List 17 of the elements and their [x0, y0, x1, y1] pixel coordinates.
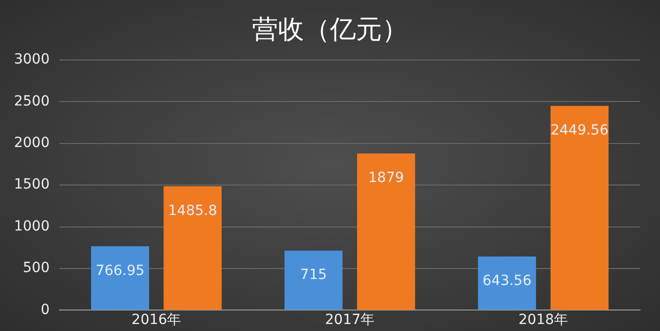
chart-title: 营收（亿元） [251, 14, 409, 47]
data-label: 1879 [368, 170, 404, 186]
y-tick-label: 2000 [14, 135, 50, 152]
y-tick-label: 500 [22, 260, 50, 276]
y-tick-label: 1000 [14, 218, 50, 234]
x-tick-label: 2016年 [132, 312, 182, 328]
data-label: 643.56 [482, 273, 532, 290]
y-tick-label: 1500 [14, 176, 50, 193]
data-label: 1485.8 [168, 202, 218, 219]
x-tick-label: 2017年 [324, 312, 375, 328]
x-tick-label: 2018年 [518, 312, 568, 328]
y-tick-label: 2500 [14, 93, 50, 110]
data-label: 715 [300, 267, 327, 284]
y-tick-label: 0 [40, 302, 50, 318]
data-label: 766.95 [96, 262, 145, 279]
data-label: 2449.56 [550, 122, 609, 139]
y-tick-label: 3000 [14, 52, 50, 68]
